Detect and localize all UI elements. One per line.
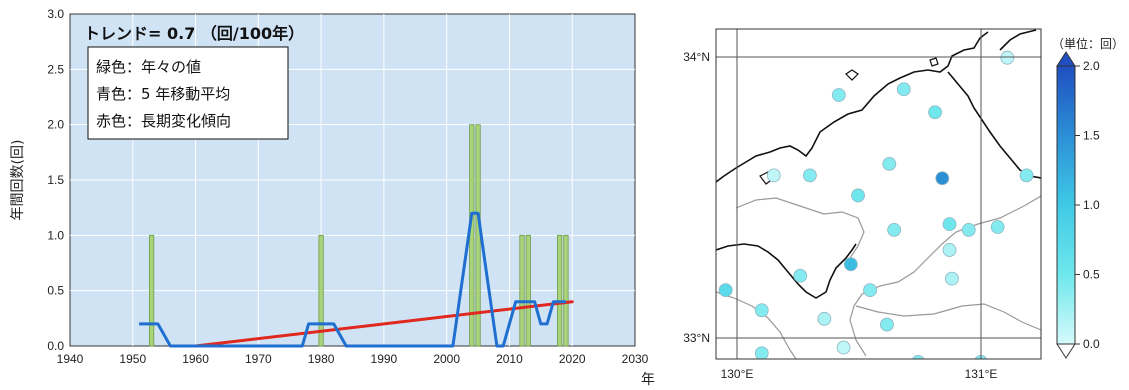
x-tick-label: 2000 <box>433 352 460 366</box>
bar <box>149 234 155 347</box>
coastline-islands <box>999 29 1037 51</box>
border-fukuoka-oita <box>849 195 1041 357</box>
y-tick-label: 0.0 <box>47 339 64 353</box>
station-marker <box>880 317 894 332</box>
station-marker <box>863 283 877 298</box>
lat-label-34: 34°N <box>683 50 710 64</box>
station-marker <box>911 354 925 359</box>
colorbar-max-arrow <box>1056 51 1076 67</box>
moving-average-line <box>139 211 566 348</box>
bar <box>563 234 569 347</box>
station-marker <box>793 268 808 283</box>
colorbar-tick-label: 1.5 <box>1083 129 1100 143</box>
station-marker <box>817 311 832 326</box>
colorbar-tick-label: 0.5 <box>1083 268 1100 282</box>
x-tick-label: 2030 <box>622 352 649 366</box>
station-marker <box>935 171 950 186</box>
x-tick-labels: 1940 1950 1960 1970 1980 1990 2000 2010 2020 2030 <box>57 352 649 366</box>
border-kumamoto <box>855 303 1041 331</box>
colorbar-tick-label: 2.0 <box>1083 59 1100 73</box>
x-tick-label: 1950 <box>119 352 146 366</box>
colorbar-min-arrow <box>1056 343 1076 359</box>
trend-line-segment <box>194 300 574 348</box>
lon-label-130: 130°E <box>721 367 754 381</box>
station-marker <box>942 217 957 232</box>
bar <box>557 234 563 347</box>
x-axis-label: 年 <box>641 372 655 388</box>
y-tick-label: 3.0 <box>47 7 64 21</box>
bar <box>525 234 531 347</box>
y-tick-label: 2.5 <box>47 62 64 76</box>
station-marker <box>836 340 851 355</box>
station-marker <box>1019 168 1034 183</box>
station-map: 34°N 33°N 130°E 131°E 0.0 0.5 1.0 1.5 2.0 （単… <box>683 28 1124 381</box>
station-marker <box>766 168 781 183</box>
station-marker <box>942 243 957 257</box>
annual-bars <box>149 124 569 347</box>
y-tick-labels: 0.0 0.5 1.0 1.5 2.0 2.5 3.0 <box>47 7 64 353</box>
map-area <box>716 29 1041 359</box>
x-tick-label: 1990 <box>371 352 398 366</box>
x-tick-label: 1940 <box>57 352 84 366</box>
moving-average-polyline <box>139 211 566 348</box>
station-marker <box>961 222 976 237</box>
bar <box>519 234 525 347</box>
station-marker <box>945 271 959 286</box>
coastline-north <box>716 31 989 183</box>
trend-label: トレンド= 0.7 （回/100年） <box>84 24 304 43</box>
legend-annual: 緑色：年々の値 <box>96 58 201 76</box>
legend-trend: 赤色：長期変化傾向 <box>96 112 231 130</box>
colorbar-unit: （単位：回） <box>1052 36 1124 51</box>
colorbar-tick-labels: 0.0 0.5 1.0 1.5 2.0 <box>1075 59 1100 351</box>
y-tick-label: 0.5 <box>47 284 64 298</box>
coastline-ariake <box>716 243 857 299</box>
x-tick-label: 1960 <box>182 352 209 366</box>
map-shapes <box>716 29 1041 359</box>
island-2 <box>929 57 939 67</box>
trend-line <box>194 300 574 348</box>
y-tick-label: 1.0 <box>47 228 64 242</box>
x-tick-label: 1970 <box>245 352 272 366</box>
y-tick-label: 1.5 <box>47 173 64 187</box>
station-marker <box>843 257 858 272</box>
station-marker <box>896 82 911 97</box>
legend-moving-average: 青色：5 年移動平均 <box>96 85 230 103</box>
map-frame <box>715 28 1042 360</box>
station-marker <box>718 283 733 298</box>
colorbar-tick-label: 1.0 <box>1083 198 1100 212</box>
island-1 <box>845 69 859 81</box>
colorbar-tick-label: 0.0 <box>1083 337 1100 351</box>
legend-box <box>87 46 289 140</box>
station-marker <box>882 156 897 171</box>
border-saga <box>735 197 865 259</box>
station-marker <box>1000 50 1015 65</box>
y-tick-label: 2.0 <box>47 118 64 132</box>
station-marker <box>887 222 902 237</box>
stations <box>718 50 1034 359</box>
colorbar-scale <box>1056 65 1076 345</box>
x-tick-label: 1980 <box>308 352 335 366</box>
station-marker <box>990 220 1005 234</box>
station-marker <box>754 346 769 359</box>
bar <box>318 234 324 347</box>
station-marker <box>754 303 769 318</box>
x-tick-label: 2020 <box>559 352 586 366</box>
x-tick-label: 2010 <box>496 352 523 366</box>
colorbar: 0.0 0.5 1.0 1.5 2.0 <box>1056 51 1100 359</box>
station-marker <box>851 188 865 203</box>
time-series-chart: 0.00.51.01.52.02.53.0 1940 1950 1960 1970 19… <box>10 7 655 388</box>
border-nagasaki <box>716 291 797 359</box>
station-marker <box>802 168 817 183</box>
y-axis-label: 年間回数(回) <box>10 140 26 221</box>
station-marker <box>831 88 846 102</box>
lon-label-131: 131°E <box>965 367 998 381</box>
lat-label-33: 33°N <box>683 331 710 345</box>
station-marker <box>928 105 942 120</box>
